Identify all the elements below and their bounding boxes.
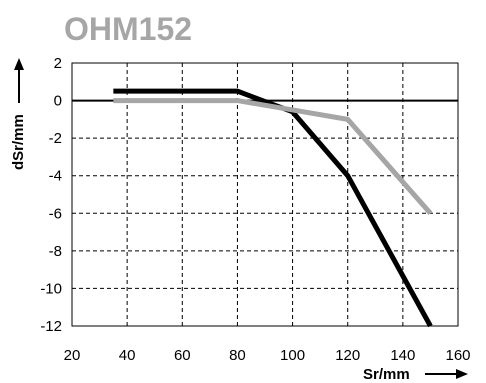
x-tick-label: 140 xyxy=(390,347,415,364)
y-tick-label: -8 xyxy=(49,243,62,260)
x-axis-label: Sr/mm xyxy=(363,366,410,383)
grid xyxy=(72,63,458,326)
y-tick-labels: 2 0 -2 -4 -6 -8 -10 -12 xyxy=(40,55,62,335)
x-tick-label: 60 xyxy=(174,347,191,364)
plot-frame xyxy=(71,62,459,327)
x-axis-arrow-icon xyxy=(456,369,468,379)
series-line-1 xyxy=(113,88,433,328)
y-axis-title: dSr/mm xyxy=(10,58,27,170)
x-tick-label: 80 xyxy=(229,347,246,364)
x-tick-label: 40 xyxy=(119,347,136,364)
y-tick-label: -2 xyxy=(49,130,62,147)
series-line-2 xyxy=(113,98,433,215)
x-tick-label: 20 xyxy=(64,347,81,364)
x-tick-label: 160 xyxy=(445,347,470,364)
y-tick-label: -6 xyxy=(49,205,62,222)
x-axis-title: Sr/mm xyxy=(363,366,468,383)
y-axis-arrow-icon xyxy=(14,58,24,70)
x-tick-labels: 20 40 60 80 100 120 140 160 xyxy=(64,347,471,364)
x-tick-label: 100 xyxy=(280,347,305,364)
y-tick-label: -12 xyxy=(40,318,62,335)
y-tick-label: -10 xyxy=(40,280,62,297)
y-tick-label: 2 xyxy=(54,55,62,72)
y-tick-label: 0 xyxy=(54,93,62,110)
y-tick-label: -4 xyxy=(49,168,62,185)
series-group xyxy=(113,88,433,328)
chart-title: OHM152 xyxy=(64,11,192,47)
y-axis-label: dSr/mm xyxy=(10,114,27,170)
x-tick-label: 120 xyxy=(335,347,360,364)
